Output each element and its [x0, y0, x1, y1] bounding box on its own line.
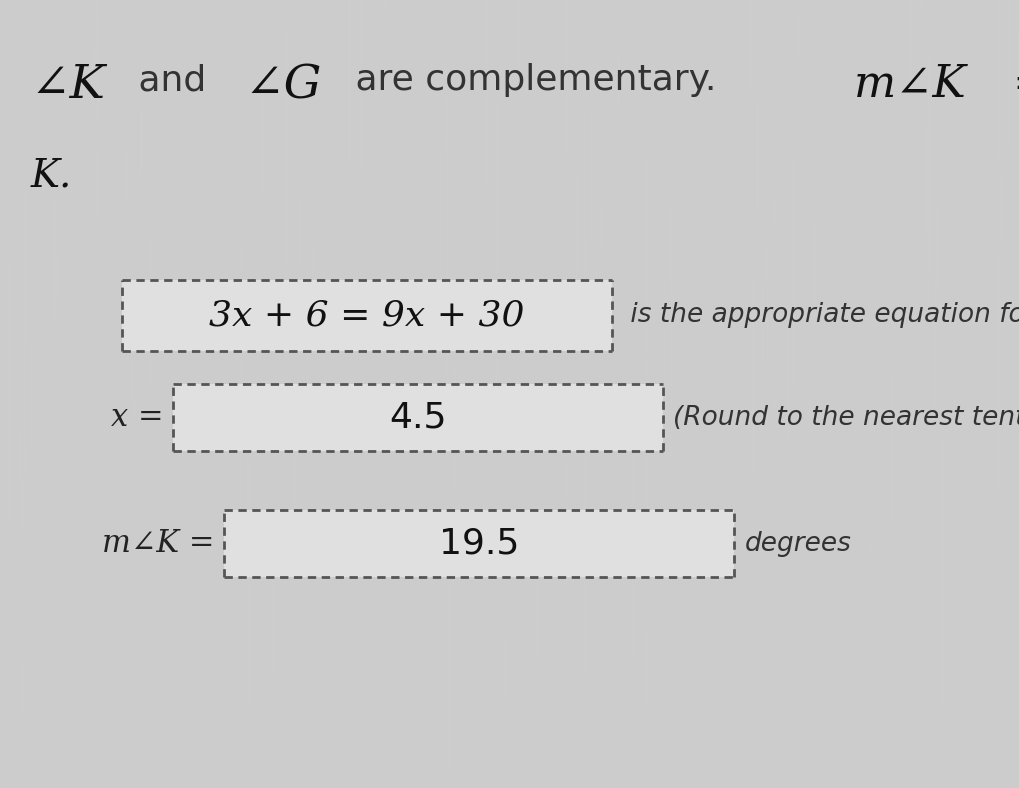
Text: =: =	[999, 63, 1019, 105]
Text: 4.5: 4.5	[389, 400, 446, 435]
Text: is the appropriate equation for th: is the appropriate equation for th	[622, 303, 1019, 328]
Text: m∠K: m∠K	[854, 63, 966, 106]
Bar	[173, 385, 662, 451]
Text: ∠G: ∠G	[245, 63, 321, 108]
Text: x =: x =	[111, 402, 163, 433]
Text: ∠K: ∠K	[31, 63, 105, 108]
Bar	[224, 511, 734, 577]
Bar	[122, 280, 611, 351]
Text: 3x + 6 = 9x + 30: 3x + 6 = 9x + 30	[209, 298, 525, 333]
Text: are complementary.: are complementary.	[343, 63, 739, 97]
Text: m∠K =: m∠K =	[102, 528, 214, 559]
Text: (Round to the nearest tenth if ne: (Round to the nearest tenth if ne	[673, 405, 1019, 430]
Text: 19.5: 19.5	[439, 526, 519, 561]
Text: and: and	[127, 63, 218, 97]
Text: degrees: degrees	[744, 531, 851, 556]
Text: K.: K.	[31, 158, 72, 195]
